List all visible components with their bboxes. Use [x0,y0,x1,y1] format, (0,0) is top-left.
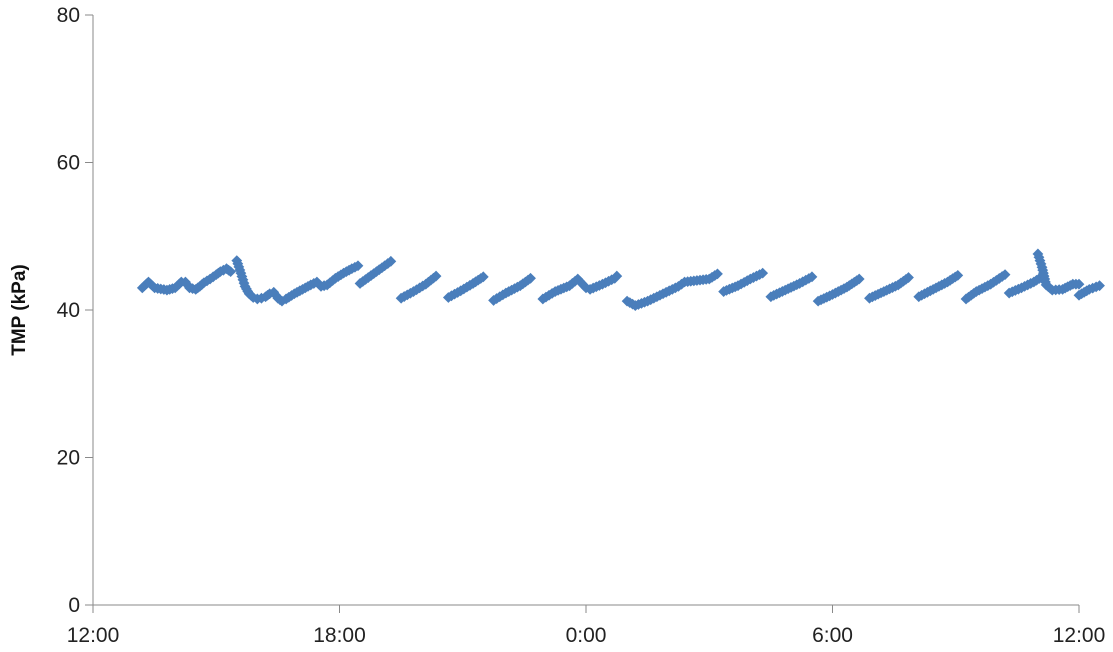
data-point [999,269,1011,280]
data-point [757,267,769,279]
data-point [1094,280,1105,292]
data-point [430,270,442,282]
data-point [525,272,536,284]
y-tick-label: 40 [57,299,80,322]
x-tick-label: 12:00 [1053,624,1106,647]
data-point [225,266,237,278]
data-point [806,271,818,283]
data-point [580,282,592,294]
x-tick-label: 18:00 [313,624,366,647]
data-point [477,271,489,283]
y-axis-label: TMP (kPa) [9,264,30,356]
data-point [352,260,364,272]
y-tick-label: 20 [57,447,80,470]
data-point [385,255,397,267]
y-tick-label: 0 [68,594,80,617]
data-point [853,273,865,285]
ticks-layer: 0 20 40 60 80 12:00 18:00 0:00 6:00 12:00 [57,4,1106,647]
x-tick-label: 12:00 [67,624,120,647]
data-point [903,272,914,283]
data-point [611,270,623,282]
x-tick-label: 0:00 [566,624,607,647]
axes-layer [92,15,1079,606]
data-point [1073,278,1085,290]
data-point [952,269,964,281]
data-point [712,268,723,280]
data-points-layer [136,248,1105,311]
y-tick-label: 80 [57,4,80,27]
y-tick-label: 60 [57,152,80,175]
x-tick-label: 6:00 [812,624,853,647]
